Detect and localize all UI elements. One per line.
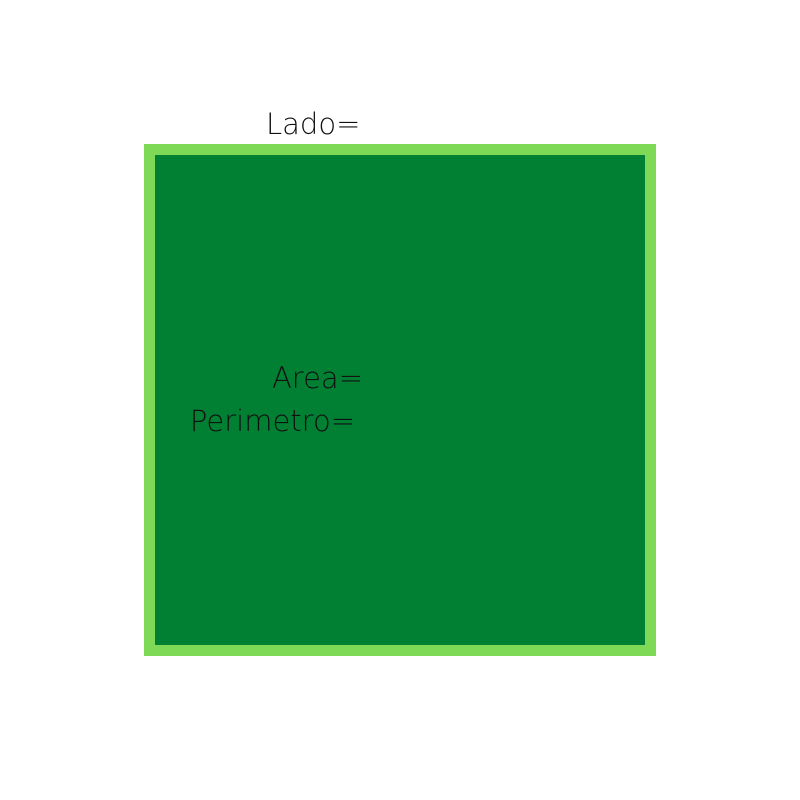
perimeter-label: Perimetro= [189,404,355,438]
area-label: Area= [271,361,363,395]
square-shape [144,144,656,656]
side-label: Lado= [266,107,361,141]
